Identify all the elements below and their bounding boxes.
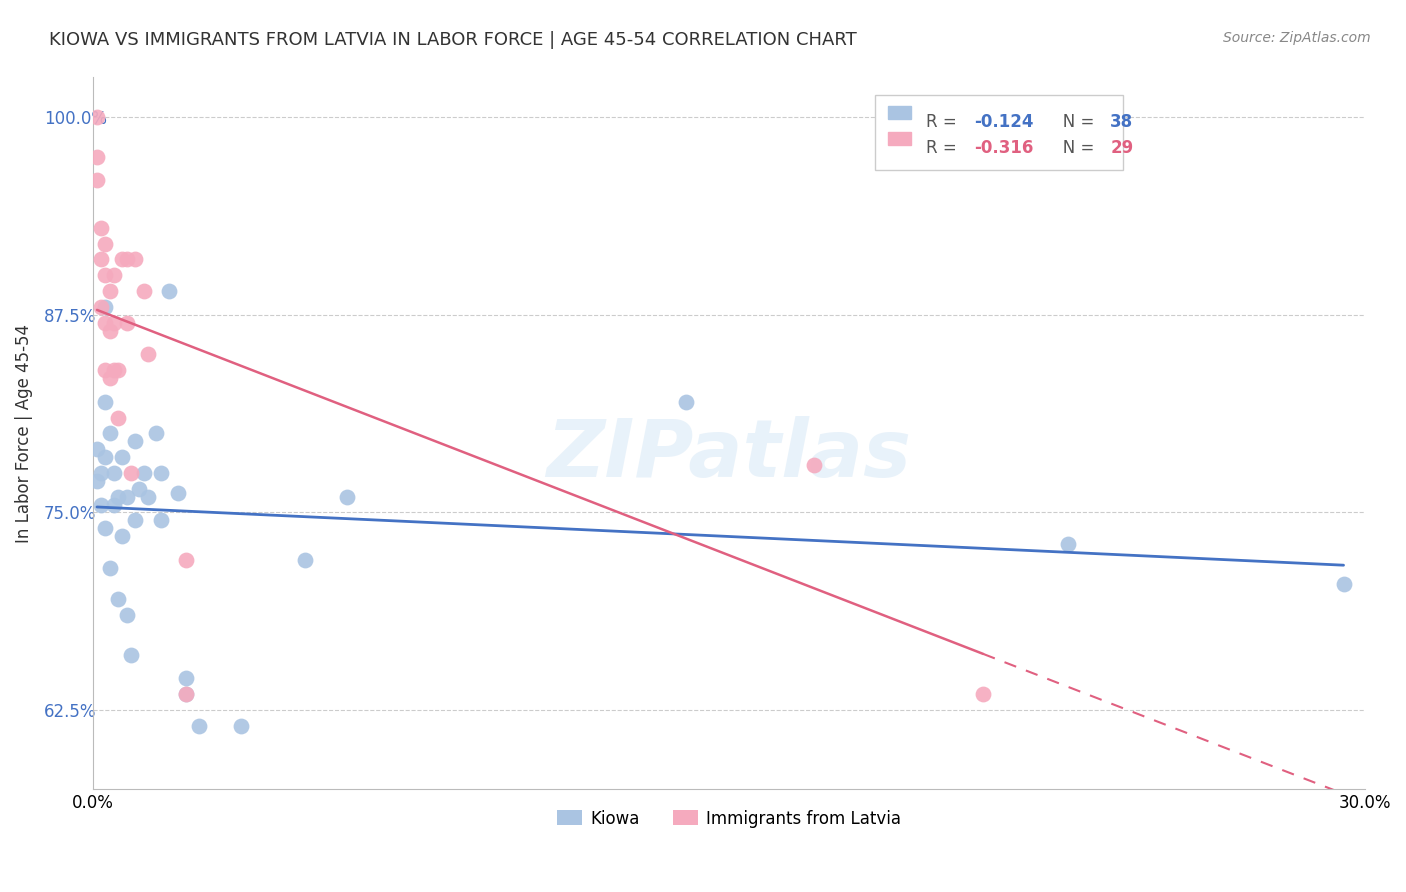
Point xyxy=(1333,576,1355,591)
Point xyxy=(166,486,188,500)
Point xyxy=(94,300,117,314)
Point xyxy=(803,458,825,472)
Point xyxy=(124,513,146,527)
Point xyxy=(94,521,117,535)
Point xyxy=(90,300,112,314)
Point xyxy=(115,252,138,267)
Point xyxy=(111,529,134,543)
Point xyxy=(174,687,197,701)
Point xyxy=(90,498,112,512)
Point xyxy=(174,553,197,567)
Point xyxy=(149,513,172,527)
Point xyxy=(90,252,112,267)
Point xyxy=(103,268,125,282)
Point xyxy=(336,490,359,504)
Point xyxy=(94,363,117,377)
Point xyxy=(90,220,112,235)
Point xyxy=(132,284,155,298)
Bar xyxy=(887,132,911,145)
Point xyxy=(128,482,150,496)
Point xyxy=(149,466,172,480)
Point xyxy=(136,347,159,361)
Point xyxy=(174,687,197,701)
Legend: Kiowa, Immigrants from Latvia: Kiowa, Immigrants from Latvia xyxy=(550,803,908,834)
Point xyxy=(124,252,146,267)
Point xyxy=(107,490,129,504)
Point xyxy=(94,236,117,251)
Text: -0.124: -0.124 xyxy=(974,113,1033,131)
Point xyxy=(124,434,146,449)
Text: ZIPatlas: ZIPatlas xyxy=(547,416,911,493)
Point xyxy=(98,426,121,441)
Point xyxy=(174,672,197,686)
Text: KIOWA VS IMMIGRANTS FROM LATVIA IN LABOR FORCE | AGE 45-54 CORRELATION CHART: KIOWA VS IMMIGRANTS FROM LATVIA IN LABOR… xyxy=(49,31,858,49)
Point xyxy=(98,284,121,298)
Point xyxy=(107,410,129,425)
Point xyxy=(94,268,117,282)
Point xyxy=(103,363,125,377)
Point xyxy=(107,363,129,377)
Y-axis label: In Labor Force | Age 45-54: In Labor Force | Age 45-54 xyxy=(15,324,32,543)
Point xyxy=(86,442,108,457)
FancyBboxPatch shape xyxy=(875,95,1123,170)
Text: Source: ZipAtlas.com: Source: ZipAtlas.com xyxy=(1223,31,1371,45)
Point xyxy=(1057,537,1080,551)
Point xyxy=(86,149,108,163)
Point xyxy=(94,450,117,464)
Point xyxy=(115,490,138,504)
Point xyxy=(86,173,108,187)
Point xyxy=(94,394,117,409)
Point xyxy=(103,316,125,330)
Point xyxy=(98,324,121,338)
Text: R =: R = xyxy=(927,139,962,157)
Bar xyxy=(887,106,911,119)
Point xyxy=(136,490,159,504)
Point xyxy=(115,316,138,330)
Point xyxy=(111,450,134,464)
Point xyxy=(187,719,209,733)
Text: N =: N = xyxy=(1046,113,1099,131)
Point xyxy=(145,426,167,441)
Point xyxy=(103,466,125,480)
Point xyxy=(94,316,117,330)
Point xyxy=(120,466,142,480)
Text: 29: 29 xyxy=(1111,139,1133,157)
Point xyxy=(90,466,112,480)
Point xyxy=(229,719,252,733)
Point xyxy=(675,394,697,409)
Text: -0.316: -0.316 xyxy=(974,139,1033,157)
Point xyxy=(98,561,121,575)
Point xyxy=(98,371,121,385)
Point xyxy=(86,110,108,124)
Point xyxy=(132,466,155,480)
Text: N =: N = xyxy=(1046,139,1099,157)
Point xyxy=(115,608,138,623)
Point xyxy=(294,553,316,567)
Point xyxy=(111,252,134,267)
Point xyxy=(972,687,994,701)
Point xyxy=(157,284,180,298)
Text: R =: R = xyxy=(927,113,962,131)
Point xyxy=(86,474,108,488)
Text: 38: 38 xyxy=(1111,113,1133,131)
Point xyxy=(120,648,142,662)
Point xyxy=(107,592,129,607)
Point xyxy=(103,498,125,512)
